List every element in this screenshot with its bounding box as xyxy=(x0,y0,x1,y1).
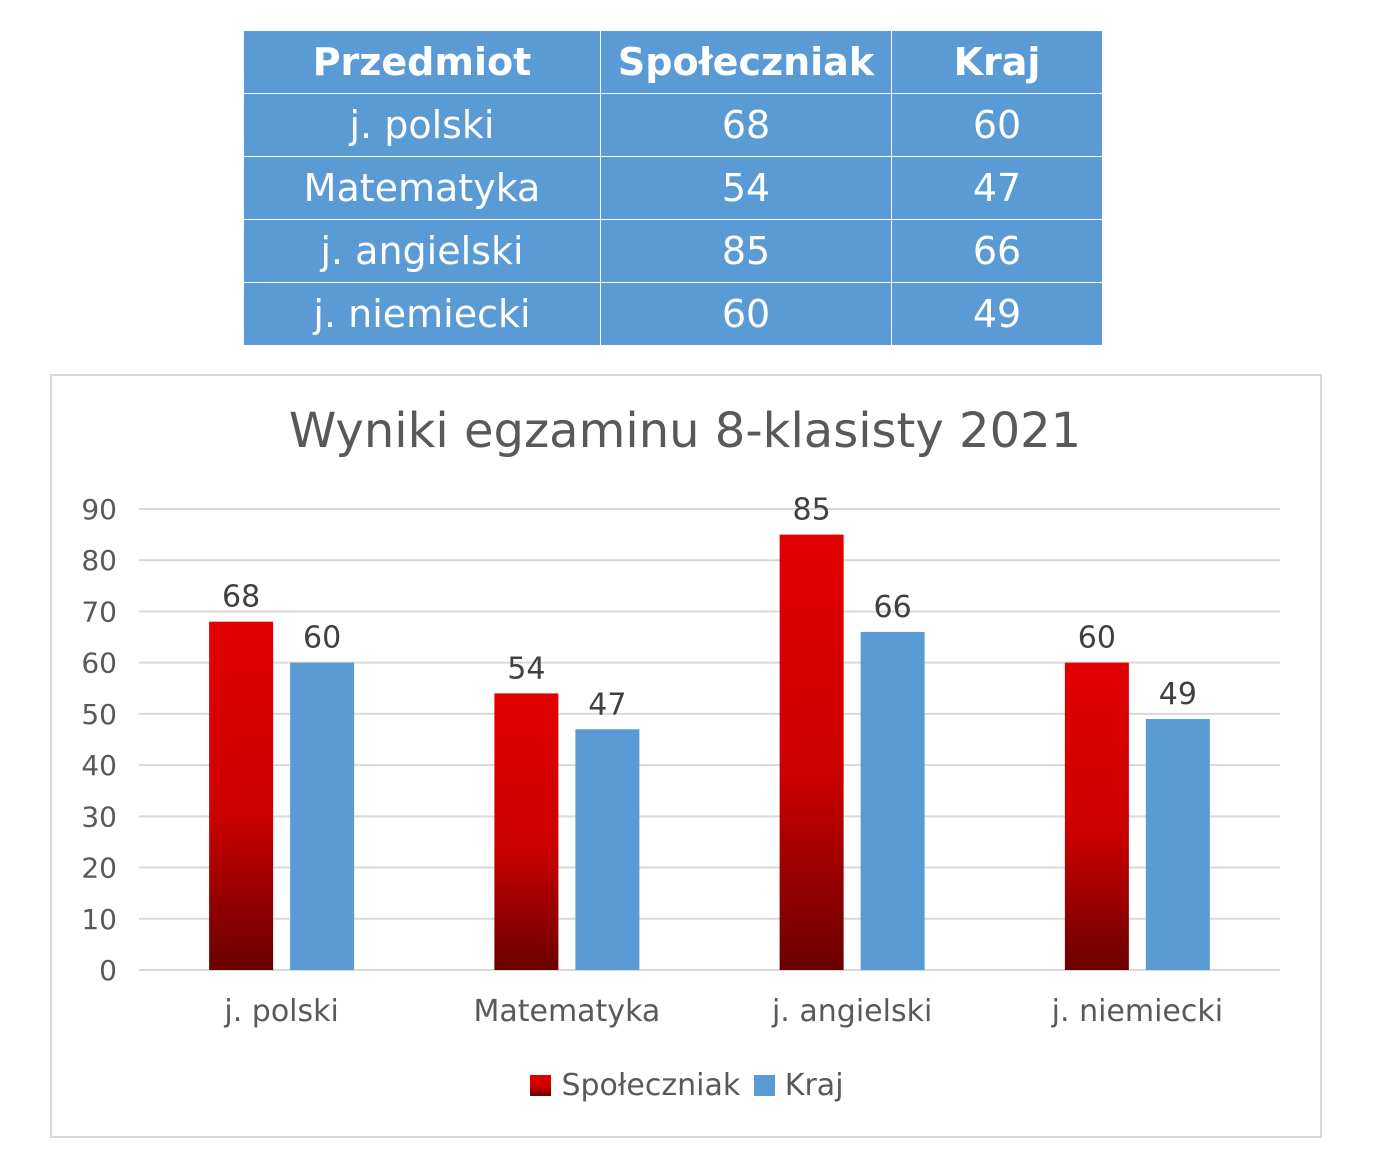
table-cell-school: 54 xyxy=(600,156,892,220)
data-label: 60 xyxy=(1078,621,1116,656)
table-cell-country: 66 xyxy=(891,219,1102,283)
chart-title: Wyniki egzaminu 8-klasisty 2021 xyxy=(289,403,1081,459)
table-cell-school: 68 xyxy=(600,93,892,157)
y-tick-label: 60 xyxy=(81,647,117,680)
legend-label-country: Kraj xyxy=(784,1068,844,1103)
y-tick-label: 20 xyxy=(81,852,117,885)
table-row: j. polski 68 60 xyxy=(244,93,1102,157)
bar xyxy=(1064,662,1129,970)
table-row: Matematyka 54 47 xyxy=(244,156,1102,220)
legend-item-country: Kraj xyxy=(753,1068,844,1103)
bar xyxy=(575,729,640,970)
x-tick-label: j. polski xyxy=(223,994,338,1029)
table-cell-country: 47 xyxy=(891,156,1102,220)
data-label: 85 xyxy=(793,493,831,528)
table-cell-subject: j. angielski xyxy=(244,219,601,283)
table-cell-subject: j. polski xyxy=(244,93,601,157)
x-tick-label: Matematyka xyxy=(473,994,660,1029)
bar xyxy=(290,662,355,970)
chart-legend: Społeczniak Kraj xyxy=(0,1068,1374,1104)
table-cell-school: 85 xyxy=(600,219,892,283)
table-header-row: Przedmiot Społeczniak Kraj xyxy=(244,31,1102,94)
bar xyxy=(1145,719,1210,970)
bar xyxy=(860,631,925,970)
legend-label-school: Społeczniak xyxy=(561,1068,741,1103)
bar xyxy=(779,534,844,970)
bar xyxy=(209,621,274,970)
bar xyxy=(494,693,559,970)
y-tick-label: 70 xyxy=(81,595,117,628)
table-row: j. angielski 85 66 xyxy=(244,219,1102,283)
y-tick-label: 40 xyxy=(81,749,117,782)
data-label: 68 xyxy=(222,580,260,615)
table-cell-country: 60 xyxy=(891,93,1102,157)
data-label: 54 xyxy=(507,651,545,686)
table-row: j. niemiecki 60 49 xyxy=(244,282,1102,345)
data-label: 49 xyxy=(1159,677,1197,712)
data-label: 47 xyxy=(588,687,626,722)
legend-swatch-country xyxy=(753,1075,775,1096)
y-tick-label: 50 xyxy=(81,698,117,731)
data-label: 66 xyxy=(874,590,912,625)
table-cell-subject: Matematyka xyxy=(244,156,601,220)
table-cell-school: 60 xyxy=(600,282,892,345)
y-tick-label: 80 xyxy=(81,544,117,577)
legend-item-school: Społeczniak xyxy=(530,1068,740,1103)
table-cell-subject: j. niemiecki xyxy=(244,282,601,345)
y-tick-label: 30 xyxy=(81,800,117,833)
y-tick-label: 0 xyxy=(99,954,117,987)
y-tick-label: 90 xyxy=(81,493,117,526)
results-table: Przedmiot Społeczniak Kraj j. polski 68 … xyxy=(244,31,1102,345)
x-tick-label: j. angielski xyxy=(771,994,932,1029)
data-label: 60 xyxy=(303,621,341,656)
legend-swatch-school xyxy=(530,1075,552,1096)
y-tick-label: 10 xyxy=(81,903,117,936)
header-cell-country: Kraj xyxy=(891,31,1102,94)
x-tick-label: j. niemiecki xyxy=(1051,994,1223,1029)
header-cell-subject: Przedmiot xyxy=(244,31,601,94)
table-cell-country: 49 xyxy=(891,282,1102,345)
